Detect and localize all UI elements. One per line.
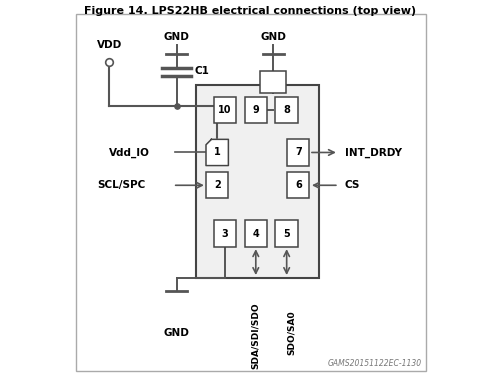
Bar — [196, 85, 320, 278]
Text: 5: 5 — [284, 229, 290, 239]
Text: GAMS20151122EC-1130: GAMS20151122EC-1130 — [328, 359, 422, 368]
Text: GND: GND — [260, 32, 286, 42]
Bar — [287, 139, 310, 166]
Text: Vdd_IO: Vdd_IO — [109, 147, 150, 157]
Bar — [244, 97, 267, 123]
Text: 8: 8 — [283, 105, 290, 115]
Text: Figure 14. LPS22HB electrical connections (top view): Figure 14. LPS22HB electrical connection… — [84, 6, 416, 16]
Bar — [244, 220, 267, 247]
Bar — [214, 220, 236, 247]
Bar — [276, 97, 298, 123]
Text: 4: 4 — [252, 229, 259, 239]
Text: 3: 3 — [222, 229, 228, 239]
Text: C1: C1 — [194, 66, 209, 76]
Bar — [206, 172, 229, 198]
Text: 2: 2 — [214, 180, 220, 190]
Text: 10: 10 — [218, 105, 232, 115]
Bar — [260, 71, 286, 93]
Polygon shape — [206, 139, 229, 166]
Text: 6: 6 — [295, 180, 302, 190]
Text: INT_DRDY: INT_DRDY — [344, 147, 402, 157]
Text: GND: GND — [164, 32, 190, 42]
Bar — [276, 220, 298, 247]
Text: CS: CS — [344, 180, 360, 190]
Text: SDO/SA0: SDO/SA0 — [287, 310, 296, 355]
Text: 1: 1 — [214, 147, 220, 157]
Text: VDD: VDD — [96, 40, 122, 50]
Text: GND: GND — [164, 328, 190, 338]
Text: SCL/SPC: SCL/SPC — [98, 180, 146, 190]
Bar — [214, 97, 236, 123]
Text: 9: 9 — [252, 105, 259, 115]
Text: 7: 7 — [295, 147, 302, 157]
Text: SDA/SDI/SDO: SDA/SDI/SDO — [252, 303, 260, 369]
Bar — [287, 172, 310, 198]
